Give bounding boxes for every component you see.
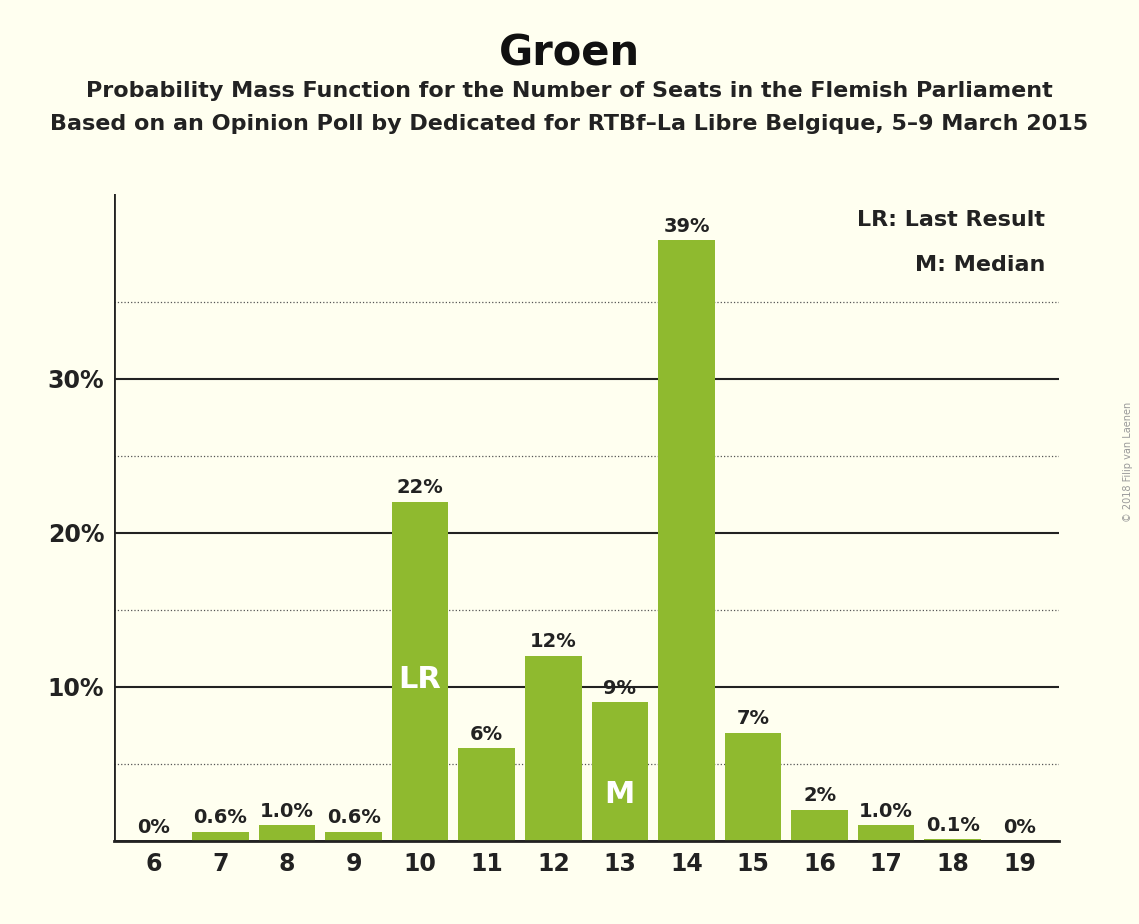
Bar bbox=[591, 702, 648, 841]
Bar bbox=[792, 810, 847, 841]
Bar bbox=[392, 502, 449, 841]
Bar bbox=[724, 733, 781, 841]
Text: 1.0%: 1.0% bbox=[859, 802, 913, 821]
Bar bbox=[658, 240, 715, 841]
Text: 2%: 2% bbox=[803, 786, 836, 806]
Text: © 2018 Filip van Laenen: © 2018 Filip van Laenen bbox=[1123, 402, 1133, 522]
Text: Based on an Opinion Poll by Dedicated for RTBf–La Libre Belgique, 5–9 March 2015: Based on an Opinion Poll by Dedicated fo… bbox=[50, 114, 1089, 134]
Bar bbox=[525, 656, 582, 841]
Text: 39%: 39% bbox=[663, 216, 710, 236]
Text: 12%: 12% bbox=[530, 632, 576, 651]
Text: 0%: 0% bbox=[1002, 818, 1035, 837]
Bar bbox=[259, 825, 316, 841]
Text: Probability Mass Function for the Number of Seats in the Flemish Parliament: Probability Mass Function for the Number… bbox=[87, 81, 1052, 102]
Text: M: M bbox=[605, 780, 636, 809]
Text: 0%: 0% bbox=[138, 818, 171, 837]
Text: 6%: 6% bbox=[470, 724, 503, 744]
Text: 0.6%: 0.6% bbox=[194, 808, 247, 827]
Text: LR: LR bbox=[399, 664, 442, 694]
Text: 22%: 22% bbox=[396, 479, 443, 497]
Text: Groen: Groen bbox=[499, 32, 640, 74]
Text: 0.6%: 0.6% bbox=[327, 808, 380, 827]
Text: LR: Last Result: LR: Last Result bbox=[857, 211, 1046, 230]
Bar bbox=[458, 748, 515, 841]
Bar bbox=[192, 832, 248, 841]
Bar bbox=[326, 832, 382, 841]
Text: M: Median: M: Median bbox=[915, 255, 1046, 275]
Text: 9%: 9% bbox=[604, 678, 637, 698]
Bar bbox=[925, 839, 981, 841]
Text: 0.1%: 0.1% bbox=[926, 816, 980, 834]
Text: 7%: 7% bbox=[737, 710, 770, 728]
Bar bbox=[858, 825, 915, 841]
Text: 1.0%: 1.0% bbox=[260, 802, 314, 821]
